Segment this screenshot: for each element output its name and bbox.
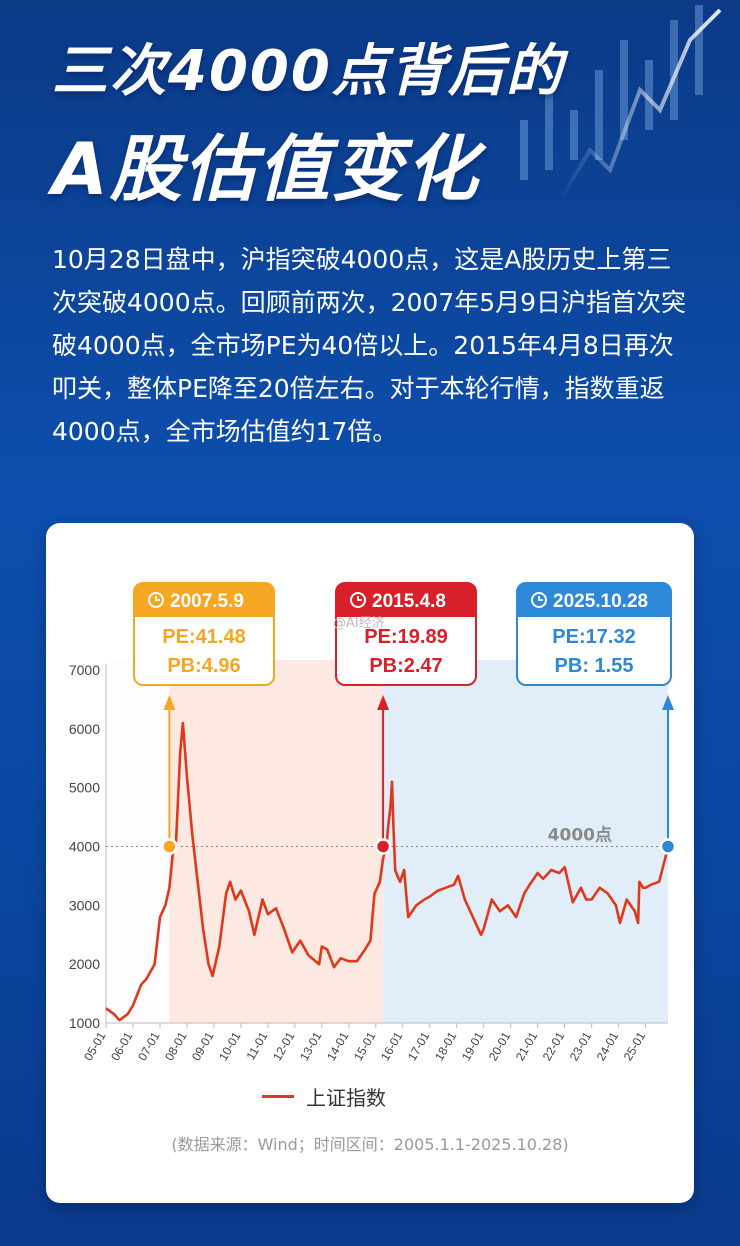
x-tick-label: 07-01 xyxy=(135,1029,163,1063)
callout-header xyxy=(517,583,671,617)
callout-box-2025.10.28: 2025.10.28 PE:17.32 PB: 1.55 xyxy=(516,582,672,686)
y-tick-label: 3000 xyxy=(69,897,100,913)
x-tick-label: 11-01 xyxy=(243,1029,270,1062)
y-tick-label: 5000 xyxy=(69,780,100,796)
callout-arrow-head xyxy=(377,695,390,710)
clock-icon-hands xyxy=(357,596,362,601)
x-tick-label: 12-01 xyxy=(270,1029,298,1063)
x-tick-label: 25-01 xyxy=(621,1029,649,1063)
chart-legend: 上证指数 xyxy=(262,1084,386,1110)
x-tick-label: 24-01 xyxy=(594,1029,622,1063)
callout-arrow-head xyxy=(163,695,176,710)
title-line-1: 三次4000点背后的 xyxy=(52,39,564,104)
watermark-text: @AI经济 xyxy=(333,616,385,631)
x-tick-label: 08-01 xyxy=(162,1029,190,1063)
clock-icon-hands xyxy=(155,596,160,601)
callout-date: 2007.5.9 xyxy=(170,591,244,612)
x-tick-label: 06-01 xyxy=(108,1029,136,1063)
x-tick-label: 19-01 xyxy=(459,1029,487,1063)
callout-pe: PE:17.32 xyxy=(552,626,635,648)
x-tick-label: 16-01 xyxy=(378,1029,406,1063)
clock-icon xyxy=(531,592,547,608)
callout-pb: PB:4.96 xyxy=(167,655,240,677)
callout-header xyxy=(134,583,274,617)
x-tick-label: 21-01 xyxy=(513,1029,541,1063)
legend-label: 上证指数 xyxy=(306,1085,386,1110)
source-note: (数据来源：Wind；时间区间：2005.1.1-2025.10.28) xyxy=(171,1135,569,1154)
valuation-band-2 xyxy=(383,660,668,1023)
series-line-shanghai-index xyxy=(105,721,670,1022)
clock-icon-hands xyxy=(538,596,543,601)
x-tick-label: 14-01 xyxy=(324,1029,352,1063)
x-tick-label: 22-01 xyxy=(540,1029,568,1063)
crossing-marker xyxy=(374,838,392,855)
callout-date: 2025.10.28 xyxy=(553,591,648,612)
y-tick-label: 6000 xyxy=(69,721,100,737)
x-tick-label: 15-01 xyxy=(351,1029,379,1063)
x-tick-label: 18-01 xyxy=(432,1029,460,1063)
x-tick-label: 23-01 xyxy=(567,1029,595,1063)
crossing-marker xyxy=(659,838,677,855)
y-tick-label: 1000 xyxy=(69,1015,100,1031)
title-line-2: A股估值变化 xyxy=(52,127,480,211)
callout-pb: PB: 1.55 xyxy=(555,655,634,677)
callout-box-2007.5.9: 2007.5.9 PE:41.48 PB:4.96 xyxy=(133,582,275,686)
y-tick-label: 2000 xyxy=(69,956,100,972)
callout-pe: PE:41.48 xyxy=(162,626,245,648)
reference-line-label: 4000点 xyxy=(548,825,612,846)
crossing-marker xyxy=(161,838,178,855)
callout-pe: PE:19.89 xyxy=(364,626,447,648)
y-tick-label: 7000 xyxy=(69,662,100,678)
y-tick-label: 4000 xyxy=(69,839,100,855)
legend-line-swatch xyxy=(262,1094,294,1098)
callout-pb: PB:2.47 xyxy=(369,655,442,677)
valuation-band-1 xyxy=(169,660,384,1023)
callout-header xyxy=(336,583,476,617)
callout-box-2015.4.8: 2015.4.8 PE:19.89 PB:2.47 xyxy=(335,582,477,686)
intro-paragraph: 10月28日盘中，沪指突破4000点，这是A股历史上第三次突破4000点。回顾前… xyxy=(52,245,687,446)
clock-icon xyxy=(350,592,366,608)
clock-icon xyxy=(148,592,164,608)
x-tick-label: 10-01 xyxy=(216,1029,244,1063)
x-tick-label: 20-01 xyxy=(486,1029,514,1063)
callout-arrow-head xyxy=(662,695,674,710)
x-tick-label: 13-01 xyxy=(297,1029,325,1063)
x-tick-label: 17-01 xyxy=(405,1029,433,1063)
x-tick-label: 09-01 xyxy=(189,1029,217,1063)
callout-date: 2015.4.8 xyxy=(372,591,446,612)
x-tick-label: 05-01 xyxy=(81,1029,109,1063)
